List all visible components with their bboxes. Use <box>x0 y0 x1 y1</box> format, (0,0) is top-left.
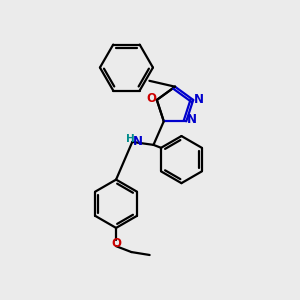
Text: H: H <box>126 134 135 144</box>
Text: O: O <box>146 92 157 105</box>
Text: N: N <box>187 113 197 126</box>
Text: N: N <box>133 135 142 148</box>
Text: N: N <box>194 93 204 106</box>
Text: O: O <box>112 237 122 250</box>
